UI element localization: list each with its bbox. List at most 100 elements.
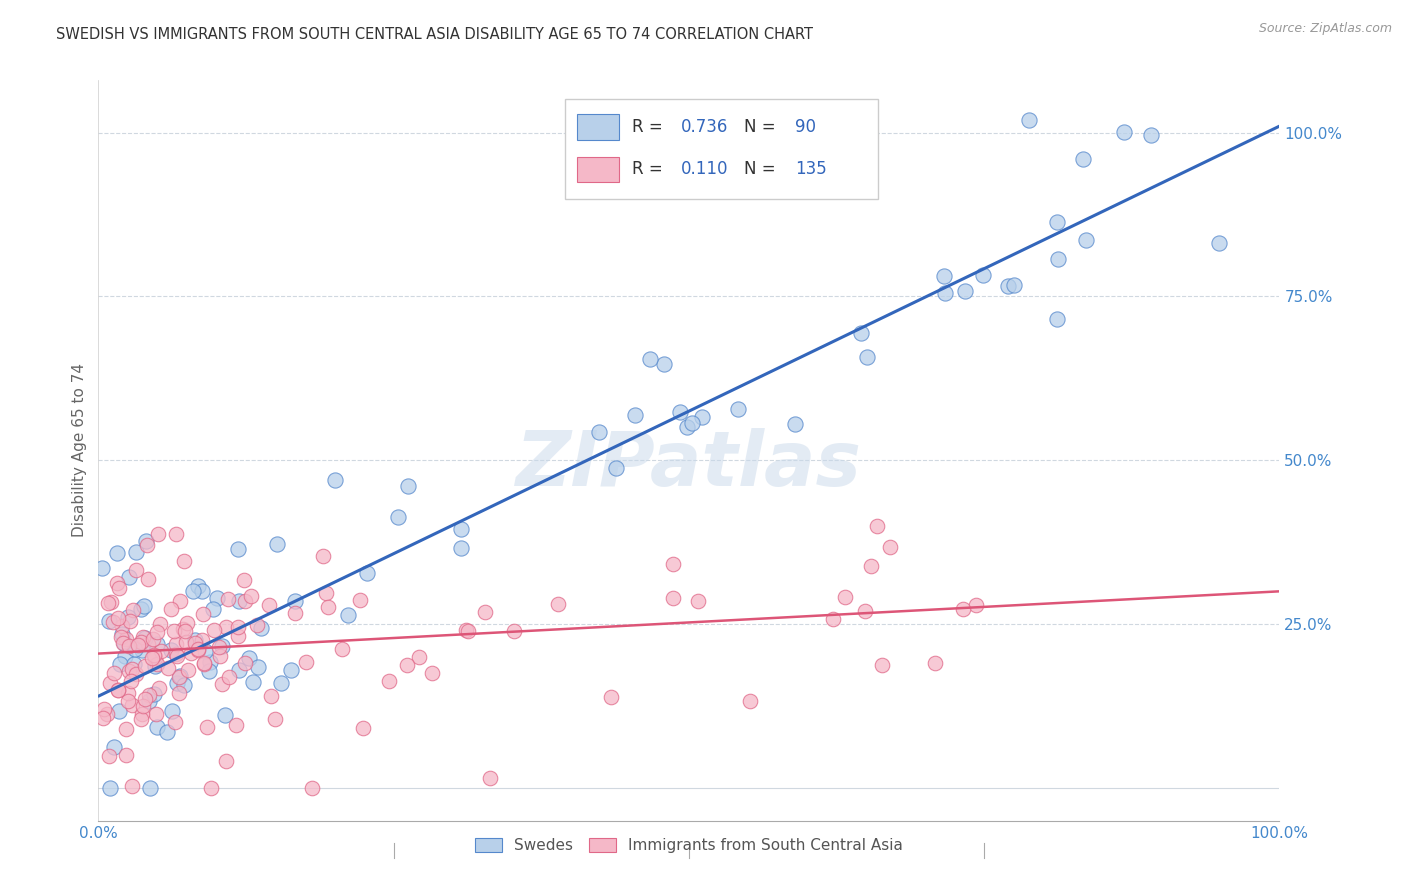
Point [284,594,307,608]
Point [600,690,623,704]
Point [118,614,141,628]
Point [834,591,856,605]
Point [209,648,232,663]
Point [214,708,236,723]
Point [211,677,233,691]
Point [965,599,987,613]
Point [91,711,114,725]
Point [337,607,360,622]
Point [121,662,143,676]
Point [134,631,156,645]
Point [866,519,889,533]
Text: 135: 135 [796,161,827,178]
Point [266,537,288,551]
Point [180,646,202,660]
FancyBboxPatch shape [565,99,877,199]
Point [1002,278,1025,293]
Text: Source: ZipAtlas.com: Source: ZipAtlas.com [1258,22,1392,36]
Point [284,607,307,621]
Point [547,597,569,611]
Point [408,649,430,664]
Text: N =: N = [744,161,776,178]
Point [98,614,121,628]
Point [165,526,187,541]
Point [315,585,337,599]
Point [1114,125,1136,139]
Point [352,721,374,735]
Point [785,417,807,432]
Point [131,643,153,657]
Point [661,591,683,606]
Point [135,538,157,552]
Point [270,676,292,690]
Point [169,594,191,608]
Point [174,624,197,638]
Point [202,623,225,637]
Text: SWEDISH VS IMMIGRANTS FROM SOUTH CENTRAL ASIA DISABILITY AGE 65 TO 74 CORRELATIO: SWEDISH VS IMMIGRANTS FROM SOUTH CENTRAL… [56,27,813,42]
Point [194,644,217,658]
Point [129,712,152,726]
Point [134,599,156,613]
Point [143,659,166,673]
Point [159,643,181,657]
Point [215,620,238,634]
Point [260,690,283,704]
Point [191,632,214,647]
Point [156,661,179,675]
Point [117,640,139,654]
Point [103,740,125,755]
Point [122,657,145,672]
Point [96,707,118,722]
Point [166,675,188,690]
Point [111,619,134,633]
Point [115,723,138,737]
Point [132,630,155,644]
Point [623,409,645,423]
Point [953,284,976,298]
Point [228,663,250,677]
Point [124,642,146,657]
Point [173,554,195,568]
Point [97,596,120,610]
Point [242,675,264,690]
Point [136,636,159,650]
Point [217,592,239,607]
Point [207,640,229,654]
Point [146,657,169,671]
Point [107,611,129,625]
Point [1071,152,1094,166]
Point [145,706,167,721]
Point [111,636,134,650]
Point [205,591,228,606]
Point [232,574,254,588]
Point [98,676,121,690]
Point [668,405,690,419]
Point [675,420,697,434]
Point [250,621,273,635]
Point [1074,233,1097,247]
Point [211,639,233,653]
Point [177,663,200,677]
FancyBboxPatch shape [576,114,619,139]
Point [638,352,661,367]
Point [474,605,496,619]
Point [200,780,222,795]
Point [301,780,323,795]
Point [117,609,139,624]
Point [821,612,844,626]
Point [187,642,209,657]
Point [239,589,262,603]
Point [860,559,883,574]
Point [605,461,627,475]
Point [662,557,685,571]
Point [146,720,169,734]
Point [134,659,156,673]
Point [257,599,280,613]
Point [148,527,170,541]
Point [395,658,418,673]
Point [201,602,224,616]
Point [218,670,240,684]
Point [183,632,205,647]
Point [1046,215,1069,229]
Point [198,664,221,678]
